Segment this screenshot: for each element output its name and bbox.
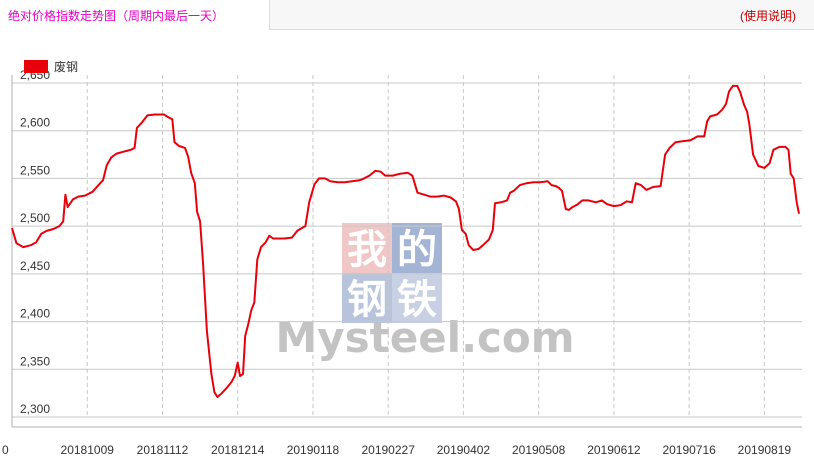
watermark-tile-4 <box>392 273 442 323</box>
chart-title: 绝对价格指数走势图（周期内最后一天） <box>8 9 225 23</box>
y-tick-label: 2,350 <box>20 354 50 368</box>
x-tick-label: 20181112 <box>137 443 189 457</box>
line-chart: 我 的 钢 铁 Mysteel.com 2,300 2,350 2,400 2,450… <box>2 59 802 457</box>
y-tick-label: 2,450 <box>20 259 50 273</box>
legend: 废钢 <box>24 59 78 74</box>
tab-absolute-price-index[interactable]: 绝对价格指数走势图（周期内最后一天） <box>0 0 270 30</box>
x-tick-label: 20190402 <box>437 443 491 457</box>
tab-bar: 绝对价格指数走势图（周期内最后一天） (使用说明) <box>0 0 814 30</box>
series-line-scrap-steel <box>11 84 800 398</box>
x-tick-label: 20190612 <box>587 443 641 457</box>
x-tick-label: 20190819 <box>738 443 792 457</box>
help-link[interactable]: (使用说明) <box>740 9 796 23</box>
x-tick-label: 0 <box>2 443 9 457</box>
x-tick-label: 20190227 <box>361 443 415 457</box>
x-tick-label: 20181009 <box>61 443 115 457</box>
y-tick-label: 2,600 <box>20 116 50 130</box>
watermark-char-3: 钢 <box>347 277 387 323</box>
watermark: 我 的 钢 铁 Mysteel.com <box>275 223 575 362</box>
x-tick-label: 20190508 <box>512 443 566 457</box>
x-tick-label: 20190118 <box>287 443 340 457</box>
watermark-char-4: 铁 <box>397 277 437 323</box>
watermark-tile-1 <box>342 223 392 273</box>
legend-swatch <box>24 60 48 73</box>
y-tick-label: 2,550 <box>20 163 50 177</box>
x-tick-label: 20190716 <box>662 443 716 457</box>
y-tick-label: 2,500 <box>20 211 50 225</box>
y-tick-label: 2,400 <box>20 307 50 321</box>
watermark-tile-2 <box>392 223 442 273</box>
x-tick-label: 20181214 <box>211 443 265 457</box>
watermark-brand: Mysteel.com <box>275 313 574 362</box>
watermark-tile-3 <box>342 273 392 323</box>
legend-label: 废钢 <box>54 59 78 74</box>
watermark-char-1: 我 <box>347 227 387 273</box>
y-tick-label: 2,300 <box>20 402 50 416</box>
watermark-char-2: 的 <box>397 227 437 273</box>
